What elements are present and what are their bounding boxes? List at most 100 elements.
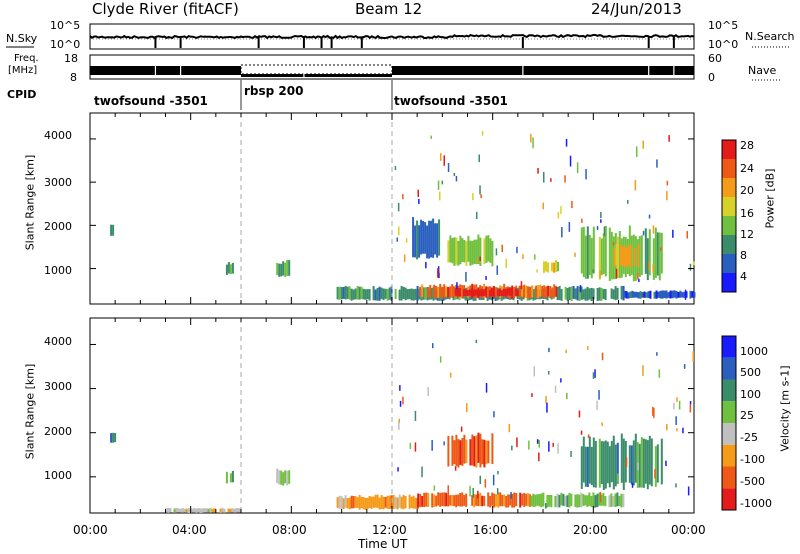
velocity-cell-1 [449,495,452,506]
velocity-speckle [469,485,471,497]
velocity-cell-7 [483,439,486,468]
velocity-cb-100: 100 [740,388,761,401]
velocity-cell-8 [592,437,595,488]
power-cell-2 [510,288,513,297]
power-cell-2 [458,288,461,297]
velocity-cell-0 [380,495,383,509]
power-cell-0 [344,285,347,300]
velocity-cell-1 [463,495,466,506]
velocity-speckle [580,430,583,435]
power-cell-0 [612,289,615,300]
power-cell-0 [568,286,571,300]
power-speckle [571,201,573,209]
velocity-cell-3 [179,508,182,513]
power-speckle [476,259,478,263]
velocity-cell-2 [542,492,545,507]
power-cell-8 [467,235,470,262]
velocity-cell-1 [431,493,434,508]
power-speckle [501,244,503,253]
velocity-speckle [443,441,445,446]
power-cell-8 [473,239,476,264]
velocity-cell-2 [600,494,603,506]
velocity-speckle [409,442,412,450]
velocity-cell-0 [336,497,339,508]
velocity-cb-neg100: -100 [740,453,765,466]
velocity-cell-8 [634,433,637,483]
velocity-cell-2 [586,495,589,507]
power-cell-0 [614,286,617,301]
velocity-cell-1 [509,494,512,506]
velocity-cell-1 [487,492,490,507]
power-cell-3 [635,291,638,298]
power-cell-2 [502,288,505,297]
power-speckle [689,263,692,271]
velocity-cell-2 [562,493,565,506]
velocity-cell-0 [344,495,347,508]
velocity-cell-8 [650,438,653,487]
power-cell-3 [663,290,666,298]
power-colorbar-frame [721,139,737,293]
power-cell-10 [630,235,633,275]
power-cell-3 [667,292,670,298]
power-cell-5 [225,264,228,275]
velocity-speckle [516,437,518,448]
power-speckle [636,146,638,157]
velocity-speckle [676,397,678,402]
power-cell-8 [483,238,486,264]
velocity-cell-8 [584,446,587,487]
power-cell-10 [580,227,583,274]
velocity-cell-2 [556,493,559,508]
noise-left-tick-high: 10^5 [50,19,81,32]
power-cell-8 [449,235,452,263]
velocity-cell-8 [608,446,611,488]
nave-tick-high: 60 [708,52,722,65]
power-cell-0 [620,286,623,300]
power-speckle [532,137,534,149]
velocity-cell-8 [638,443,641,488]
velocity-cell-7 [453,440,456,465]
velocity-cell-6 [282,472,285,486]
velocity-colorbar-cell-1 [722,357,736,380]
power-speckle [394,166,397,170]
power-cell-0 [410,288,413,301]
power-cell-2 [486,288,489,297]
power-speckle [637,273,639,280]
velocity-cell-0 [346,498,349,509]
velocity-cb-1000: 1000 [740,345,768,358]
power-cell-10 [604,225,607,277]
nave-dotted-box [240,64,393,75]
power-cell-6 [286,259,289,276]
velocity-cell-0 [356,497,359,508]
power-speckle [627,199,629,204]
velocity-speckle [414,442,417,452]
power-cell-3 [649,290,652,299]
velocity-cell-3 [199,508,202,513]
power-colorbar-cell-1 [722,159,736,178]
power-speckle [476,211,478,219]
power-cell-8 [459,235,462,265]
power-speckle [417,189,419,197]
freq-tick-high: 18 [64,52,78,65]
power-cell-3 [655,290,658,299]
xtick-2400: 00:00 [671,523,706,537]
power-cell-11 [619,243,622,266]
velocity-speckle [485,383,488,393]
velocity-cell-0 [414,497,417,509]
velocity-speckle [683,364,686,369]
velocity-cell-8 [606,441,609,484]
power-cell-10 [648,229,651,276]
velocity-cell-0 [402,494,405,509]
power-cell-7 [412,217,415,258]
velocity-cell-3 [211,508,214,513]
power-speckle [642,230,645,236]
power-cell-8 [479,237,482,266]
velocity-cell-8 [586,446,589,487]
velocity-cell-3 [237,508,240,513]
power-cell-10 [598,236,601,280]
velocity-cell-1 [529,494,532,507]
velocity-cell-2 [602,493,605,506]
power-cell-3 [691,291,694,298]
velocity-cell-8 [640,437,643,488]
velocity-speckle [552,442,554,447]
freq-label: Freq. [14,53,39,64]
